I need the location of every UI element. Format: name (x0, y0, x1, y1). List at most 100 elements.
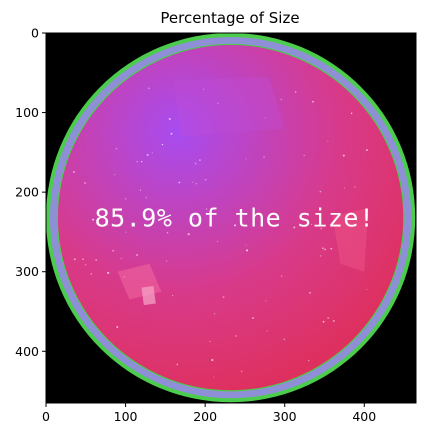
star (294, 91, 297, 93)
x-tick-label: 300 (273, 409, 297, 424)
star (245, 244, 247, 246)
star (114, 174, 116, 176)
star (84, 264, 87, 266)
star (166, 231, 169, 234)
star (145, 197, 147, 199)
star (283, 338, 285, 340)
star (350, 112, 353, 115)
star (327, 140, 329, 142)
star (343, 187, 345, 189)
star (319, 255, 322, 257)
star (280, 275, 283, 277)
star (178, 181, 181, 184)
star (252, 317, 254, 319)
star (151, 152, 153, 154)
y-tick-label: 0 (31, 26, 39, 41)
star (312, 100, 314, 103)
star (120, 215, 123, 218)
star (245, 249, 249, 252)
star (213, 313, 216, 315)
x-axis: 0 100 200 300 400 (42, 403, 376, 424)
star (84, 182, 87, 185)
percentage-annotation: 85.9% of the size! (95, 204, 375, 233)
sky-details (117, 76, 369, 306)
star (293, 226, 296, 229)
star (344, 216, 346, 219)
star (148, 87, 150, 89)
star (366, 149, 368, 152)
star (73, 171, 75, 173)
sky-detail (141, 286, 156, 306)
star (319, 190, 322, 193)
star (245, 158, 247, 160)
star (322, 320, 325, 323)
star (92, 218, 95, 221)
star (168, 117, 171, 121)
star (146, 153, 149, 156)
star (310, 223, 313, 226)
star (263, 156, 265, 158)
star (240, 370, 243, 373)
star (280, 98, 283, 101)
star (342, 154, 345, 157)
star (264, 117, 266, 119)
star (107, 224, 109, 226)
star (73, 258, 76, 261)
star (161, 143, 164, 146)
star (148, 224, 150, 227)
star (195, 182, 198, 185)
star (216, 240, 218, 242)
star (205, 208, 208, 210)
star (234, 224, 237, 227)
x-tick-label: 0 (42, 409, 50, 424)
sky-detail (173, 76, 285, 137)
star (112, 249, 115, 252)
x-tick-label: 200 (193, 409, 217, 424)
x-tick-label: 400 (352, 409, 376, 424)
star (140, 160, 143, 163)
y-tick-label: 300 (15, 264, 39, 279)
star (235, 335, 237, 337)
star (265, 300, 267, 302)
star (320, 227, 323, 230)
x-tick-label: 100 (114, 409, 138, 424)
chart-title: Percentage of Size (160, 9, 299, 27)
star (209, 340, 211, 342)
y-axis: 0 100 200 300 400 (15, 26, 46, 359)
star (366, 288, 368, 290)
star (211, 359, 214, 362)
star (136, 161, 138, 163)
star (90, 273, 93, 275)
star (120, 257, 122, 259)
star (324, 248, 326, 251)
star (213, 376, 215, 378)
star (266, 330, 269, 332)
y-tick-label: 200 (15, 185, 39, 200)
star (172, 294, 174, 297)
star (107, 271, 110, 274)
sky-detail (332, 208, 369, 272)
plot-area: 85.9% of the size! (45, 32, 417, 404)
star (202, 88, 205, 90)
star (222, 296, 225, 299)
y-tick-label: 100 (15, 105, 39, 120)
star (330, 247, 333, 250)
star (307, 359, 310, 362)
star (116, 326, 119, 328)
y-tick-label: 400 (15, 344, 39, 359)
star (176, 363, 179, 366)
star (192, 218, 194, 220)
star (217, 102, 219, 104)
star (354, 186, 356, 188)
star (115, 147, 118, 150)
star (187, 233, 190, 236)
star (125, 198, 127, 200)
star (308, 291, 312, 294)
star (125, 231, 127, 233)
star (95, 259, 97, 261)
star (199, 159, 201, 161)
star (82, 258, 85, 261)
star (204, 178, 207, 181)
plot-frame (45, 32, 417, 404)
